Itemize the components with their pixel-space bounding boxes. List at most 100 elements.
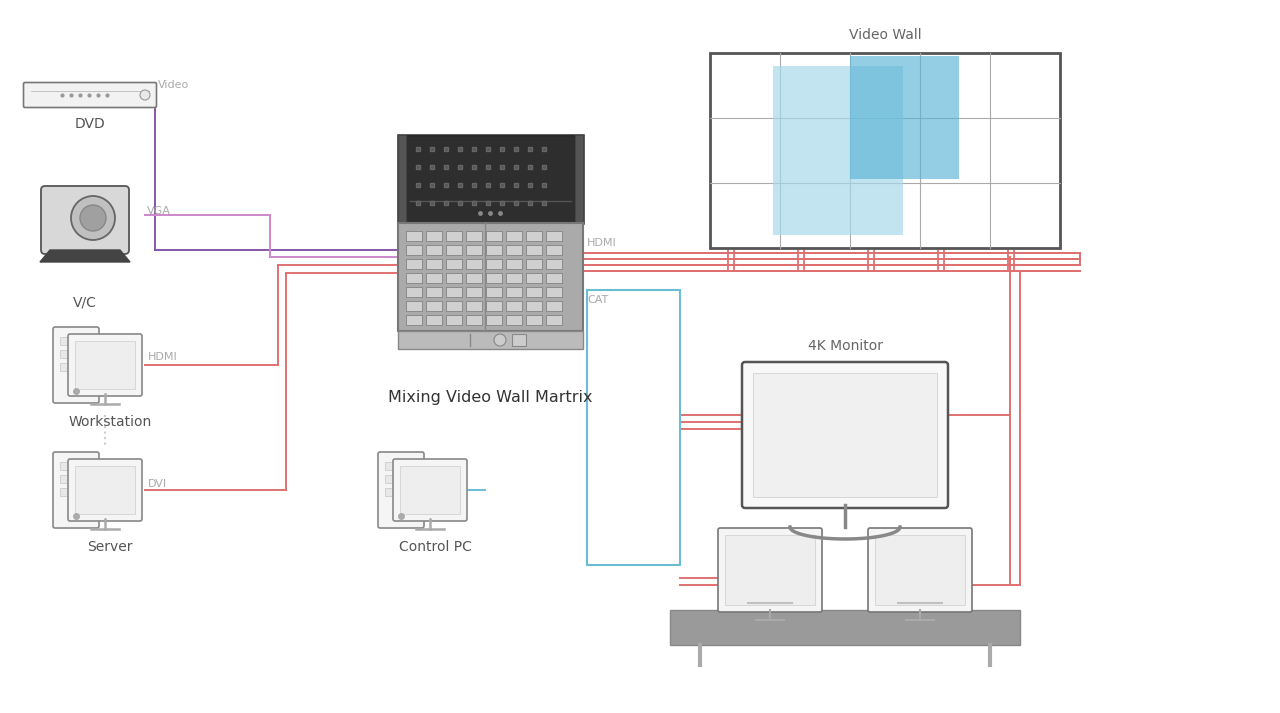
Bar xyxy=(506,273,521,283)
Bar xyxy=(406,273,421,283)
Bar xyxy=(545,287,562,297)
Bar xyxy=(588,290,680,565)
Bar xyxy=(485,287,502,297)
Bar xyxy=(445,301,462,311)
Bar xyxy=(399,466,460,514)
Bar xyxy=(445,245,462,255)
Bar xyxy=(406,245,421,255)
FancyBboxPatch shape xyxy=(378,452,424,528)
Bar xyxy=(406,231,421,241)
Text: HDMI: HDMI xyxy=(148,352,178,362)
Bar xyxy=(526,287,541,297)
Bar xyxy=(425,245,442,255)
Bar xyxy=(526,301,541,311)
Bar xyxy=(485,259,502,269)
Bar xyxy=(398,223,582,331)
Bar xyxy=(545,231,562,241)
Bar xyxy=(425,287,442,297)
Text: Video Wall: Video Wall xyxy=(849,28,922,42)
Bar xyxy=(526,245,541,255)
FancyBboxPatch shape xyxy=(68,334,142,396)
FancyBboxPatch shape xyxy=(41,186,129,254)
FancyBboxPatch shape xyxy=(718,528,822,612)
Bar xyxy=(425,301,442,311)
Bar xyxy=(445,259,462,269)
Bar xyxy=(526,259,541,269)
Polygon shape xyxy=(40,250,131,262)
Bar xyxy=(506,287,521,297)
Bar xyxy=(506,301,521,311)
Bar xyxy=(445,231,462,241)
Circle shape xyxy=(70,196,115,240)
Bar xyxy=(512,334,526,346)
Bar xyxy=(60,363,92,371)
Bar xyxy=(425,231,442,241)
Text: VGA: VGA xyxy=(147,206,170,216)
Bar xyxy=(60,488,92,496)
Bar xyxy=(669,610,1020,645)
Bar xyxy=(526,273,541,283)
Bar xyxy=(425,259,442,269)
Bar xyxy=(545,273,562,283)
Bar xyxy=(485,315,502,325)
Bar xyxy=(485,245,502,255)
FancyBboxPatch shape xyxy=(52,327,99,403)
Bar xyxy=(526,315,541,325)
Text: CAT: CAT xyxy=(588,295,608,305)
Bar xyxy=(466,259,481,269)
Bar xyxy=(445,287,462,297)
Circle shape xyxy=(140,90,150,100)
Bar xyxy=(485,301,502,311)
Bar xyxy=(466,231,481,241)
Bar xyxy=(850,56,959,179)
FancyBboxPatch shape xyxy=(742,362,948,508)
Circle shape xyxy=(494,334,506,346)
Bar xyxy=(466,315,481,325)
Text: 4K Monitor: 4K Monitor xyxy=(808,339,882,353)
Bar xyxy=(76,466,134,514)
Bar xyxy=(485,231,502,241)
Bar xyxy=(545,301,562,311)
Text: Server: Server xyxy=(87,540,133,554)
Bar xyxy=(398,135,582,223)
Text: Workstation: Workstation xyxy=(68,415,151,429)
Bar xyxy=(406,315,421,325)
FancyBboxPatch shape xyxy=(52,452,99,528)
Bar xyxy=(506,315,521,325)
Text: DVI: DVI xyxy=(148,479,168,489)
FancyBboxPatch shape xyxy=(393,459,467,521)
Bar xyxy=(710,53,1060,247)
Bar xyxy=(466,245,481,255)
Bar xyxy=(385,462,417,470)
Bar xyxy=(406,259,421,269)
Bar xyxy=(773,66,902,235)
Bar xyxy=(385,488,417,496)
Bar xyxy=(60,337,92,345)
FancyBboxPatch shape xyxy=(23,83,156,108)
FancyBboxPatch shape xyxy=(68,459,142,521)
Bar xyxy=(60,350,92,358)
Bar xyxy=(724,535,815,605)
Circle shape xyxy=(79,205,106,231)
Bar xyxy=(385,475,417,483)
Bar xyxy=(60,475,92,483)
Bar xyxy=(485,273,502,283)
Bar xyxy=(445,315,462,325)
Text: Control PC: Control PC xyxy=(398,540,471,554)
Bar xyxy=(425,315,442,325)
Bar xyxy=(406,287,421,297)
Bar xyxy=(466,273,481,283)
Bar xyxy=(466,301,481,311)
Text: Video: Video xyxy=(157,80,189,90)
Bar xyxy=(76,341,134,389)
Bar xyxy=(545,259,562,269)
Text: V/C: V/C xyxy=(73,295,97,309)
Bar xyxy=(506,231,521,241)
Text: DVD: DVD xyxy=(74,117,105,131)
Bar xyxy=(60,462,92,470)
Bar xyxy=(406,301,421,311)
Bar xyxy=(466,287,481,297)
Bar xyxy=(398,331,582,349)
Bar xyxy=(506,245,521,255)
Bar xyxy=(753,373,937,497)
